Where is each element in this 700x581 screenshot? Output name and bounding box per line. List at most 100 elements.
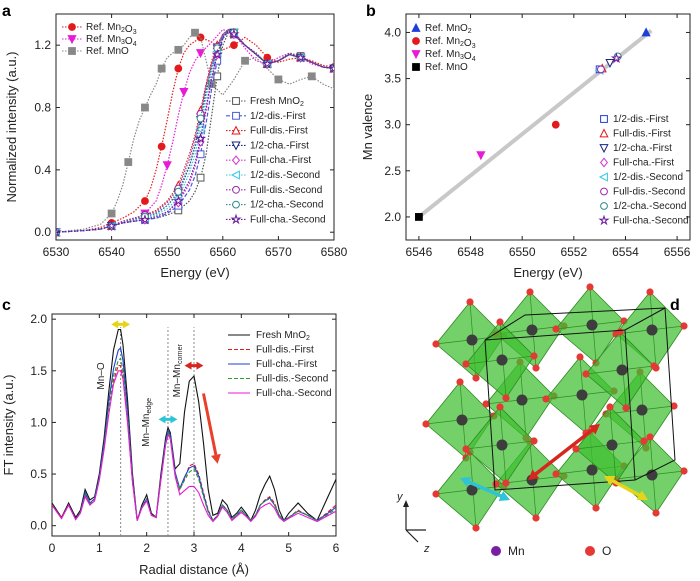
o-atom-2-0 [586, 283, 594, 291]
panel-b-x-tick-label: 6546 [406, 245, 433, 259]
panel-b-x-tick-label: 6550 [509, 245, 536, 259]
o-atom-8-3 [432, 490, 440, 498]
mn-mn-corner-arrow-head-b [588, 424, 600, 435]
panel-a-series-11-point [139, 213, 151, 225]
panel-b-legend-marker-8 [598, 172, 608, 182]
panel-a-xanes-chart: 6530 6540 6550 6560 6570 6580 0.0 0.4 0.8 1.2 Ene… [4, 13, 348, 280]
panel-a-legend-marker-8 [230, 170, 240, 180]
panel-b-legend-marker-9 [600, 187, 608, 196]
panel-a-y-axis-label: Normalized intensity (a.u.) [4, 52, 19, 203]
o-atom-12-0 [496, 318, 504, 326]
panel-a-series-2-point [307, 72, 316, 81]
mn-atom-13 [616, 364, 628, 376]
panel-a-legend-label-8: 1/2-dis.-Second [250, 170, 320, 181]
panel-a-series-2-point [124, 158, 133, 166]
panel-a-series-11-point [211, 48, 223, 60]
mn-atom-14 [496, 439, 508, 451]
panel-b-y-tick-label: 2.0 [384, 210, 401, 224]
panel-b-legend-label-8: 1/2-dis.-Second [613, 172, 683, 183]
panel-a-legend-marker-6 [231, 141, 241, 151]
panel-b-x-tick-label: 6554 [612, 245, 639, 259]
panel-b-x-tick-label: 6548 [457, 245, 484, 259]
panel-a-series-3-point [213, 72, 222, 81]
panel-b-point-2 [476, 151, 486, 161]
panel-b-legend-label-6: 1/2-cha.-First [613, 143, 672, 154]
panel-a-series-10-line [56, 28, 334, 233]
panel-b-x-tick-label: 6556 [664, 245, 691, 259]
panel-c-legend-label-1: Full-dis.-First [256, 345, 314, 356]
panel-a-series-10-point [174, 187, 183, 196]
panel-a-series-11-point [228, 28, 240, 40]
panel-a-series-11-point [328, 62, 334, 74]
panel-a-legend-marker-9 [232, 185, 240, 194]
panel-b-legend-marker-2 [411, 50, 421, 60]
panel-label-c: c [2, 297, 11, 314]
panel-a-legend-marker-2 [68, 47, 76, 55]
panel-c-arrow-2-head-right [196, 361, 204, 370]
o-atom-10-2 [592, 504, 600, 512]
o-atom-13-2 [622, 404, 630, 412]
mn-atom-4 [456, 414, 468, 426]
panel-a-legend-label-2: Ref. MnO [86, 46, 129, 57]
mn-atom-8 [466, 484, 478, 496]
panel-b-legend-marker-1 [412, 37, 420, 45]
panel-c-series-1-line [52, 365, 336, 522]
o-atom-6-0 [576, 353, 584, 361]
panel-label-b: b [366, 3, 376, 20]
mn-atom-15 [606, 439, 618, 451]
atom-legend: Mn O [491, 544, 611, 558]
o-atom-14-2 [502, 479, 510, 487]
o-atom-11-2 [652, 509, 660, 517]
panel-c-legend-label-0: Fresh MnO2 [256, 330, 310, 342]
mn-mn-edge-arrow-head-b [498, 490, 510, 502]
panel-a-legend-label-6: 1/2-cha.-First [250, 140, 309, 151]
panel-a-legend-marker-3 [232, 97, 240, 105]
panel-c-arrow-0-head-left [111, 320, 119, 329]
panel-a-x-tick-label: 6560 [209, 245, 236, 259]
panel-a-series-1-point [162, 161, 172, 171]
axis-z-label: z [423, 543, 430, 555]
panel-c-arrow-1-head-right [170, 415, 178, 424]
panel-c-legend-label-3: Full-dis.-Second [256, 374, 328, 385]
panel-b-legend-label-11: Full-cha.-Second [613, 216, 689, 227]
panel-b-y-tick-label: 3.5 [384, 72, 401, 86]
panel-b-legend-marker-7 [599, 157, 609, 168]
o-atom-13-3 [582, 370, 590, 378]
unit-cell-top [484, 307, 666, 341]
o-atom-5-3 [482, 400, 490, 408]
mn-mn-corner-arrow-shaft [533, 427, 595, 477]
panel-b-legend-marker-11 [598, 214, 610, 226]
mn-atom-12 [496, 354, 508, 366]
panel-a-series-11-point [261, 57, 273, 69]
panel-label-a: a [2, 3, 11, 20]
axis-z-line [405, 529, 419, 543]
panel-b-legend-marker-0 [411, 22, 421, 32]
panel-b-legend-label-3: Ref. MnO [425, 62, 468, 73]
o-atom-2-3 [552, 325, 560, 333]
mn-atom-10 [586, 464, 598, 476]
axis-y-arrowhead [403, 500, 409, 507]
panel-c-x-tick-label: 5 [285, 541, 292, 555]
panel-a-x-axis-label: Energy (eV) [160, 265, 229, 280]
panel-c-arrow-0-head-right [123, 320, 131, 329]
panel-a-legend-marker-0 [68, 23, 76, 31]
panel-a-series-2-point [141, 103, 149, 112]
panel-b-legend-label-10: 1/2-cha.-Second [613, 201, 686, 212]
mn-o-arrow-shaft [610, 478, 642, 498]
panel-a-legend-label-5: Full-dis.-First [250, 126, 308, 137]
panel-a-legend-label-0: Ref. Mn2O3 [86, 22, 137, 36]
panel-a-series-2-point [191, 28, 199, 37]
panel-c-exafs-chart: Mn–O Mn–Mnedge Mn–Mncorner 0 1 2 3 4 5 6 0.0 0.5 1.… [1, 312, 340, 577]
panel-b-y-axis-label: Mn valence [360, 94, 375, 160]
mn-o-arrow-head-b [636, 490, 648, 501]
panel-b-legend-marker-6 [599, 144, 609, 154]
panel-a-series-0-line [56, 36, 334, 233]
panel-a-series-0-point [157, 142, 166, 151]
mn-legend-dot [491, 546, 501, 556]
panel-c-x-tick-label: 0 [49, 541, 56, 555]
panel-c-y-axis-label: FT intensity (a.u.) [1, 375, 16, 476]
panel-a-x-tick-label: 6570 [265, 245, 292, 259]
panel-b-legend-label-9: Full-dis.-Second [613, 187, 685, 198]
mn-atom-2 [586, 319, 598, 331]
